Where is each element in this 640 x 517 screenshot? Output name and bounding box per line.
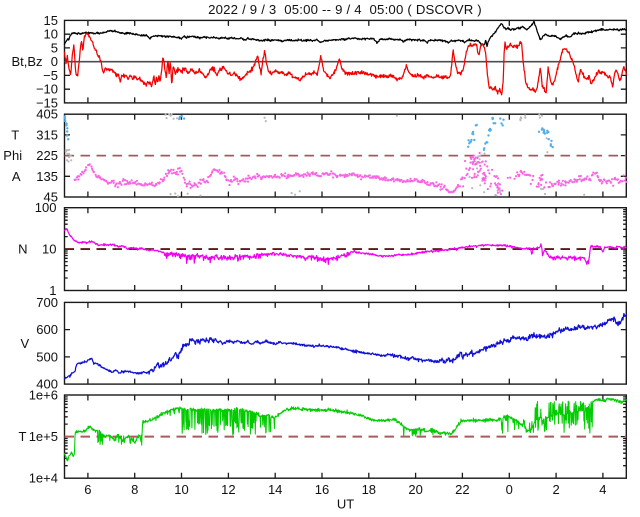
svg-text:A: A [12,169,21,184]
svg-text:22: 22 [455,482,469,497]
svg-text:315: 315 [36,127,58,142]
svg-text:1e+4: 1e+4 [29,471,58,486]
svg-text:16: 16 [315,482,329,497]
svg-text:2022 / 9 / 3 05:00 -- 9 / 4: 2022 / 9 / 3 05:00 -- 9 / 4 05:00 ( DSCO… [208,2,482,17]
svg-text:600: 600 [36,322,58,337]
svg-text:8: 8 [131,482,138,497]
svg-text:18: 18 [362,482,376,497]
svg-text:V: V [20,336,29,351]
svg-text:0: 0 [506,482,513,497]
svg-text:0: 0 [51,54,58,69]
svg-text:4: 4 [599,482,606,497]
svg-text:−15: −15 [36,95,58,110]
svg-text:500: 500 [36,349,58,364]
svg-text:T: T [19,429,27,444]
svg-text:5: 5 [51,40,58,55]
svg-text:135: 135 [36,169,58,184]
svg-text:Phi: Phi [3,148,22,163]
svg-text:700: 700 [36,295,58,310]
svg-text:Bt,Bz: Bt,Bz [11,54,42,69]
svg-text:225: 225 [36,148,58,163]
svg-text:405: 405 [36,107,58,122]
svg-text:10: 10 [174,482,188,497]
svg-text:12: 12 [221,482,235,497]
svg-text:UT: UT [337,497,354,512]
svg-text:20: 20 [408,482,422,497]
svg-text:1e+6: 1e+6 [29,388,58,403]
svg-text:10: 10 [42,242,56,257]
svg-text:400: 400 [36,377,58,392]
svg-text:1e+5: 1e+5 [29,429,58,444]
svg-text:100: 100 [35,200,57,215]
svg-text:14: 14 [268,482,282,497]
svg-text:−10: −10 [36,82,58,97]
svg-text:2: 2 [552,482,559,497]
svg-text:10: 10 [44,27,58,42]
svg-text:15: 15 [44,13,58,28]
svg-text:6: 6 [84,482,91,497]
svg-text:−5: −5 [43,68,58,83]
svg-text:1: 1 [49,283,56,298]
svg-text:45: 45 [44,190,58,205]
svg-text:T: T [11,127,19,142]
svg-text:N: N [18,242,27,257]
